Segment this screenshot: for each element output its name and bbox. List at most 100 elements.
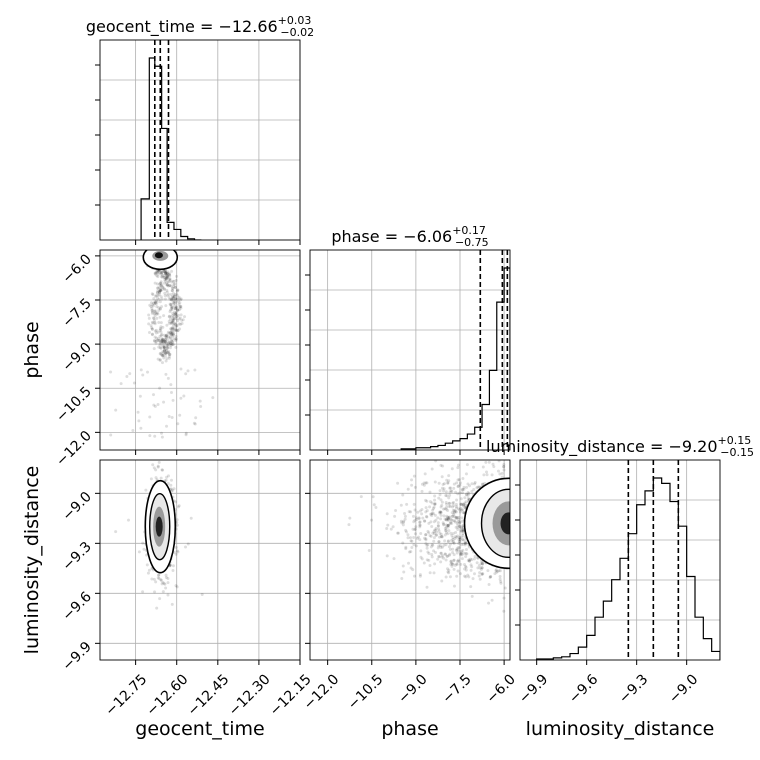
- sample-point-phase-luminosity_distance-869: [458, 508, 462, 512]
- sample-point-phase-luminosity_distance-254: [456, 484, 460, 488]
- sample-point-geocent_time-phase-768: [169, 391, 173, 395]
- sample-point-geocent_time-luminosity_distance-449: [157, 460, 161, 464]
- sample-point-phase-luminosity_distance-798: [461, 488, 465, 492]
- sample-point-phase-luminosity_distance-329: [495, 570, 499, 574]
- sample-point-phase-luminosity_distance-1170: [424, 542, 428, 546]
- sample-point-geocent_time-phase-609: [164, 271, 168, 275]
- sample-point-geocent_time-phase-371: [168, 278, 172, 282]
- sample-point-phase-luminosity_distance-214: [460, 516, 464, 520]
- xtick-label-luminosity_distance-2: −9.3: [616, 671, 651, 706]
- sample-point-geocent_time-phase-462: [162, 350, 166, 354]
- sample-point-phase-luminosity_distance-1141: [439, 517, 443, 521]
- sample-point-geocent_time-phase-323: [156, 269, 160, 273]
- sample-point-geocent_time-phase-479: [172, 282, 176, 286]
- sample-point-geocent_time-phase-642: [152, 316, 156, 320]
- sample-point-geocent_time-phase-493: [166, 351, 170, 355]
- sample-point-phase-luminosity_distance-1112: [413, 518, 417, 522]
- sample-point-geocent_time-phase-435: [172, 327, 176, 331]
- sample-point-phase-luminosity_distance-1003: [464, 541, 468, 545]
- sample-point-phase-luminosity_distance-776: [451, 531, 455, 535]
- sample-point-geocent_time-phase-475: [165, 276, 169, 280]
- sample-point-phase-luminosity_distance-370: [459, 503, 463, 507]
- sample-point-geocent_time-phase-350: [162, 356, 166, 360]
- sample-point-geocent_time-phase-381: [163, 354, 167, 358]
- sample-point-phase-luminosity_distance-860: [449, 560, 453, 564]
- sample-point-geocent_time-phase-666: [161, 325, 165, 329]
- sample-point-phase-luminosity_distance-702: [443, 552, 447, 556]
- sample-point-phase-luminosity_distance-595: [456, 507, 460, 511]
- sample-point-phase-luminosity_distance-1103: [461, 548, 465, 552]
- sample-point-phase-luminosity_distance-752: [465, 485, 469, 489]
- sample-point-geocent_time-luminosity_distance-914: [114, 530, 118, 534]
- sample-point-phase-luminosity_distance-742: [464, 472, 468, 476]
- title-phase: phase = −6.06+0.17 −0.75: [331, 224, 488, 249]
- sample-point-geocent_time-phase-293: [174, 328, 178, 332]
- sample-point-geocent_time-phase-297: [160, 275, 164, 279]
- sample-point-phase-luminosity_distance-1195: [434, 518, 438, 522]
- sample-point-geocent_time-phase-490: [161, 344, 165, 348]
- sample-point-geocent_time-phase-451: [175, 289, 179, 293]
- sample-point-phase-luminosity_distance-1219: [424, 533, 428, 537]
- sample-point-geocent_time-phase-21: [156, 269, 160, 273]
- sample-point-geocent_time-phase-643: [159, 327, 163, 331]
- sample-point-phase-luminosity_distance-379: [502, 468, 506, 472]
- sample-point-geocent_time-phase-430: [166, 335, 170, 339]
- sample-point-phase-luminosity_distance-158: [473, 480, 477, 484]
- sample-point-phase-luminosity_distance-52: [491, 457, 494, 460]
- sample-point-phase-luminosity_distance-609: [456, 534, 460, 538]
- sample-point-phase-luminosity_distance-874: [457, 517, 461, 521]
- sample-point-geocent_time-phase-567: [151, 308, 155, 312]
- sample-point-geocent_time-phase-383: [167, 356, 171, 360]
- sample-point-phase-luminosity_distance-871: [460, 553, 464, 557]
- sample-point-geocent_time-phase-526: [171, 332, 175, 336]
- sample-point-geocent_time-phase-599: [168, 272, 172, 276]
- sample-point-phase-luminosity_distance-520: [471, 465, 475, 469]
- sample-point-geocent_time-phase-385: [171, 342, 175, 346]
- sample-point-geocent_time-phase-525: [173, 312, 177, 316]
- sample-point-phase-luminosity_distance-1090: [442, 556, 446, 560]
- sample-point-phase-luminosity_distance-1163: [442, 507, 446, 511]
- sample-point-phase-luminosity_distance-300: [459, 497, 463, 501]
- sample-point-phase-luminosity_distance-647: [451, 540, 455, 544]
- sample-point-phase-luminosity_distance-478: [347, 523, 351, 527]
- sample-point-geocent_time-phase-538: [181, 318, 185, 322]
- sample-point-phase-luminosity_distance-944: [478, 571, 482, 575]
- sample-point-geocent_time-phase-436: [174, 310, 178, 314]
- sample-point-phase-luminosity_distance-321: [418, 521, 422, 525]
- sample-point-phase-luminosity_distance-173: [432, 549, 436, 553]
- sample-point-geocent_time-luminosity_distance-410: [161, 580, 165, 584]
- sample-point-geocent_time-phase-508: [175, 297, 179, 301]
- sample-point-geocent_time-phase-562: [154, 311, 158, 315]
- sample-point-phase-luminosity_distance-649: [458, 483, 462, 487]
- sample-point-phase-luminosity_distance-1116: [446, 508, 450, 512]
- sample-point-phase-luminosity_distance-856: [414, 525, 418, 529]
- sample-point-geocent_time-phase-769: [199, 404, 203, 408]
- sample-point-phase-luminosity_distance-648: [440, 555, 444, 559]
- sample-point-geocent_time-phase-517: [170, 333, 174, 337]
- sample-point-phase-luminosity_distance-202: [498, 569, 502, 573]
- sample-point-phase-luminosity_distance-76: [487, 583, 491, 587]
- sample-point-phase-luminosity_distance-288: [455, 551, 459, 555]
- sample-point-geocent_time-phase-611: [152, 317, 156, 321]
- sample-point-geocent_time-phase-648: [153, 335, 157, 339]
- sample-point-geocent_time-phase-301: [168, 277, 172, 281]
- sample-point-geocent_time-phase-678: [155, 282, 159, 286]
- sample-point-phase-luminosity_distance-339: [434, 526, 438, 530]
- sample-point-geocent_time-phase-713: [153, 300, 157, 304]
- sample-point-geocent_time-luminosity_distance-97: [169, 478, 173, 482]
- sample-point-geocent_time-phase-332: [170, 331, 174, 335]
- sample-point-geocent_time-phase-400: [166, 280, 170, 284]
- sample-point-geocent_time-phase-472: [173, 297, 177, 301]
- sample-point-geocent_time-phase-452: [173, 301, 177, 305]
- ylabel-phase: phase: [21, 321, 43, 378]
- sample-point-phase-luminosity_distance-26: [451, 547, 455, 551]
- sample-point-phase-luminosity_distance-1074: [497, 569, 501, 573]
- sample-point-phase-luminosity_distance-1206: [453, 515, 457, 519]
- sample-point-geocent_time-phase-406: [176, 288, 180, 292]
- sample-point-geocent_time-luminosity_distance-889: [171, 564, 175, 568]
- sample-point-geocent_time-phase-509: [168, 352, 172, 356]
- sample-point-phase-luminosity_distance-1018: [389, 527, 393, 531]
- sample-point-geocent_time-phase-378: [178, 301, 182, 305]
- xtick-label-phase-4: −6.0: [484, 671, 519, 706]
- sample-point-geocent_time-phase-581: [156, 296, 160, 300]
